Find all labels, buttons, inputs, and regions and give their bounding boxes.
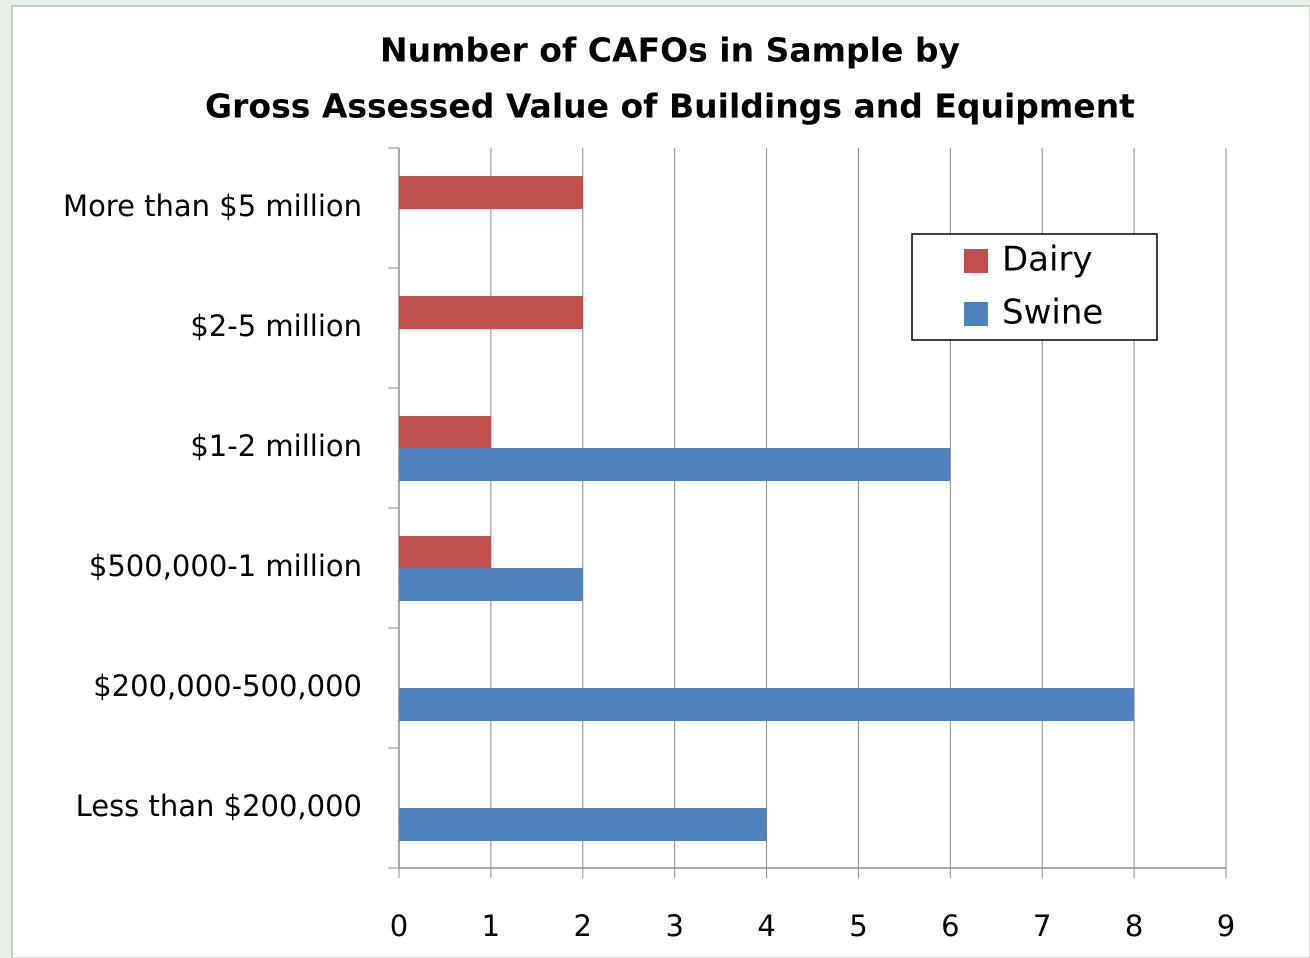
x-tick-label: 9 (1217, 909, 1235, 943)
y-tick-label: $1-2 million (190, 429, 362, 463)
bar (399, 296, 583, 329)
chart-title: Number of CAFOs in Sample by (380, 31, 960, 70)
y-tick-label: Less than $200,000 (76, 789, 362, 823)
x-tick-label: 6 (941, 909, 959, 943)
x-tick-label: 1 (482, 909, 500, 943)
x-tick-label: 0 (390, 909, 408, 943)
legend-label: Swine (1002, 293, 1103, 333)
chart-frame (11, 5, 1310, 958)
bar (399, 536, 491, 569)
bar (399, 416, 491, 449)
y-tick-label: $200,000-500,000 (93, 669, 362, 703)
y-tick-label: More than $5 million (63, 189, 362, 223)
x-tick-label: 5 (849, 909, 867, 943)
legend-box (911, 233, 1158, 341)
chart-title: Gross Assessed Value of Buildings and Eq… (205, 87, 1135, 126)
bar (399, 808, 767, 841)
y-tick-label: $500,000-1 million (89, 549, 362, 583)
bar (399, 448, 951, 481)
x-tick-label: 8 (1125, 909, 1143, 943)
y-tick-label: $2-5 million (190, 309, 362, 343)
legend-swatch (964, 249, 988, 273)
legend-swatch (964, 302, 988, 326)
bar (399, 176, 583, 209)
legend-label: Dairy (1002, 240, 1093, 280)
x-tick-label: 7 (1033, 909, 1051, 943)
x-tick-label: 3 (665, 909, 683, 943)
x-tick-label: 2 (574, 909, 592, 943)
bar (399, 688, 1135, 721)
x-tick-label: 4 (757, 909, 775, 943)
bar (399, 568, 583, 601)
